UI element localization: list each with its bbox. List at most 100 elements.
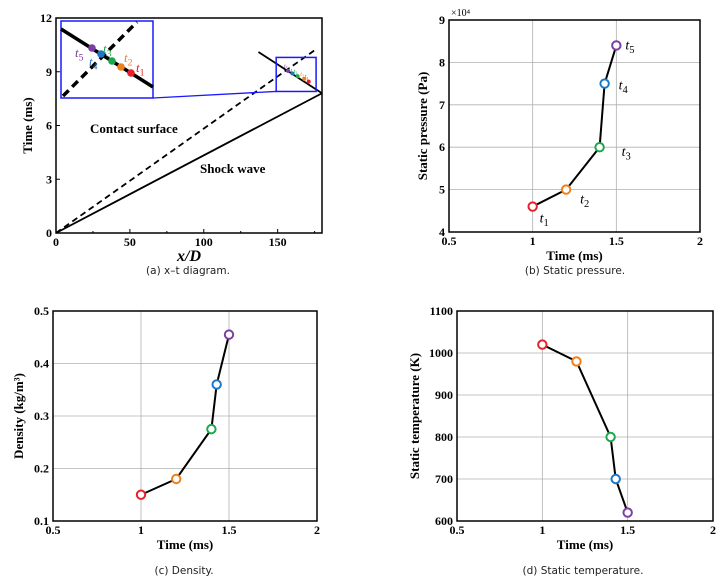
x-tick-label-d: 1 xyxy=(539,523,545,537)
y-tick-label-d: 1100 xyxy=(430,304,453,318)
x-axis-label-c: Time (ms) xyxy=(157,537,213,552)
x-tick-label-c: 1 xyxy=(138,523,144,537)
y-tick-label-b: 7 xyxy=(439,98,445,112)
point-label-t1: t1 xyxy=(540,212,549,230)
data-point-d-t3 xyxy=(605,431,616,443)
x-tick-label-b: 0.5 xyxy=(442,234,457,248)
series-line-0 xyxy=(55,92,323,234)
y-axis-label-c: Density (kg/m³) xyxy=(11,373,26,459)
small-point-label-t3: t3 xyxy=(294,69,299,76)
inset-connector-bottom xyxy=(152,90,277,99)
y-tick-label-d: 800 xyxy=(435,430,453,444)
y-tick-label-a: 9 xyxy=(46,65,52,79)
y-axis-label-d: Static temperature (K) xyxy=(407,353,422,479)
inset-point-label-t5: t5 xyxy=(75,45,84,63)
data-line-d xyxy=(541,343,629,513)
small-point-t3 xyxy=(295,74,300,79)
y-axis-label-a: Time (ms) xyxy=(20,97,35,153)
series-line-2 xyxy=(257,51,323,95)
small-point-t1 xyxy=(306,79,311,84)
inset-point-label-t4: t4 xyxy=(89,54,98,72)
inset-point-t1 xyxy=(127,69,135,77)
point-label-t3: t3 xyxy=(622,145,631,163)
small-point-t5 xyxy=(286,68,291,73)
y-tick-label-c: 0.2 xyxy=(34,462,49,476)
y-tick-label-b: 9 xyxy=(439,13,445,27)
y-tick-label-c: 0.1 xyxy=(34,514,49,528)
inset-point-t4 xyxy=(97,50,105,58)
data-line-b xyxy=(532,45,618,208)
data-point-c-t1 xyxy=(135,489,147,500)
y-tick-label-b: 4 xyxy=(439,225,445,239)
inset-point-t3 xyxy=(108,57,116,65)
data-point-b-t5 xyxy=(611,40,622,51)
plot-frame-b xyxy=(448,19,701,233)
x-tick-label-a: 150 xyxy=(269,235,287,249)
caption-a: (a) x–t diagram. xyxy=(146,265,230,277)
y-tick-label-d: 700 xyxy=(435,472,453,486)
data-point-b-t1 xyxy=(527,201,538,212)
y-tick-label-a: 3 xyxy=(46,172,52,186)
y-multiplier-b: ×10⁴ xyxy=(451,8,471,19)
x-tick-label-d: 0.5 xyxy=(450,523,465,537)
annotation-shock-wave: Shock wave xyxy=(200,161,266,176)
x-tick-label-b: 1 xyxy=(530,234,536,248)
point-label-t4: t4 xyxy=(619,79,629,97)
plot-frame-c xyxy=(52,310,318,522)
annotation-contact-surface: Contact surface xyxy=(90,121,178,136)
small-point-label-t5: t5 xyxy=(284,64,289,71)
y-tick-label-b: 6 xyxy=(439,140,445,154)
y-tick-label-c: 0.3 xyxy=(34,409,49,423)
y-tick-label-d: 600 xyxy=(435,514,453,528)
x-tick-label-c: 0.5 xyxy=(46,523,61,537)
y-tick-label-d: 900 xyxy=(435,388,453,402)
x-tick-label-a: 0 xyxy=(53,235,59,249)
y-tick-label-a: 12 xyxy=(40,11,52,25)
caption-d: (d) Static temperature. xyxy=(522,565,644,577)
small-point-t2 xyxy=(302,76,307,81)
point-label-t2: t2 xyxy=(580,193,589,211)
small-point-t4 xyxy=(290,71,295,76)
y-tick-label-a: 6 xyxy=(46,119,52,133)
series-line-1 xyxy=(55,49,316,234)
data-point-c-t2 xyxy=(171,473,182,485)
x-tick-label-d: 2 xyxy=(710,523,716,537)
data-point-c-t4 xyxy=(211,379,222,390)
y-tick-label-b: 5 xyxy=(439,183,445,197)
data-point-d-t1 xyxy=(537,339,548,350)
y-tick-label-c: 0.5 xyxy=(34,304,49,318)
inset-point-t5 xyxy=(88,44,96,52)
data-point-b-t3 xyxy=(594,142,605,153)
inset-shock-line xyxy=(60,27,154,89)
x-axis-label-d: Time (ms) xyxy=(557,537,613,552)
y-tick-label-d: 1000 xyxy=(429,346,453,360)
x-tick-label-c: 1.5 xyxy=(222,523,237,537)
point-label-t5: t5 xyxy=(625,38,634,56)
data-point-c-t5 xyxy=(223,329,235,340)
y-tick-label-a: 0 xyxy=(46,226,52,240)
inset-point-t2 xyxy=(117,63,125,71)
data-point-c-t3 xyxy=(206,423,217,435)
x-tick-label-a: 50 xyxy=(124,235,136,249)
x-tick-label-a: 100 xyxy=(195,235,213,249)
data-point-d-t5 xyxy=(622,507,633,518)
x-tick-label-c: 2 xyxy=(314,523,320,537)
x-tick-label-d: 1.5 xyxy=(620,523,635,537)
x-axis-label-a: x/D xyxy=(176,248,201,265)
x-tick-label-b: 2 xyxy=(697,234,703,248)
inset-point-label-t1: t1 xyxy=(136,60,145,78)
plot-frame-d xyxy=(456,310,714,522)
y-tick-label-b: 8 xyxy=(439,55,445,69)
data-point-d-t4 xyxy=(610,473,621,485)
x-tick-label-b: 1.5 xyxy=(609,234,624,248)
caption-b: (b) Static pressure. xyxy=(524,265,626,277)
x-axis-label-b: Time (ms) xyxy=(546,248,602,263)
inset-point-label-t3: t3 xyxy=(103,41,112,59)
y-tick-label-c: 0.4 xyxy=(34,357,49,371)
y-axis-label-b: Static pressure (Pa) xyxy=(415,72,430,181)
data-point-b-t2 xyxy=(560,184,572,195)
data-point-b-t4 xyxy=(599,78,610,89)
inset-point-label-t2: t2 xyxy=(124,50,133,68)
